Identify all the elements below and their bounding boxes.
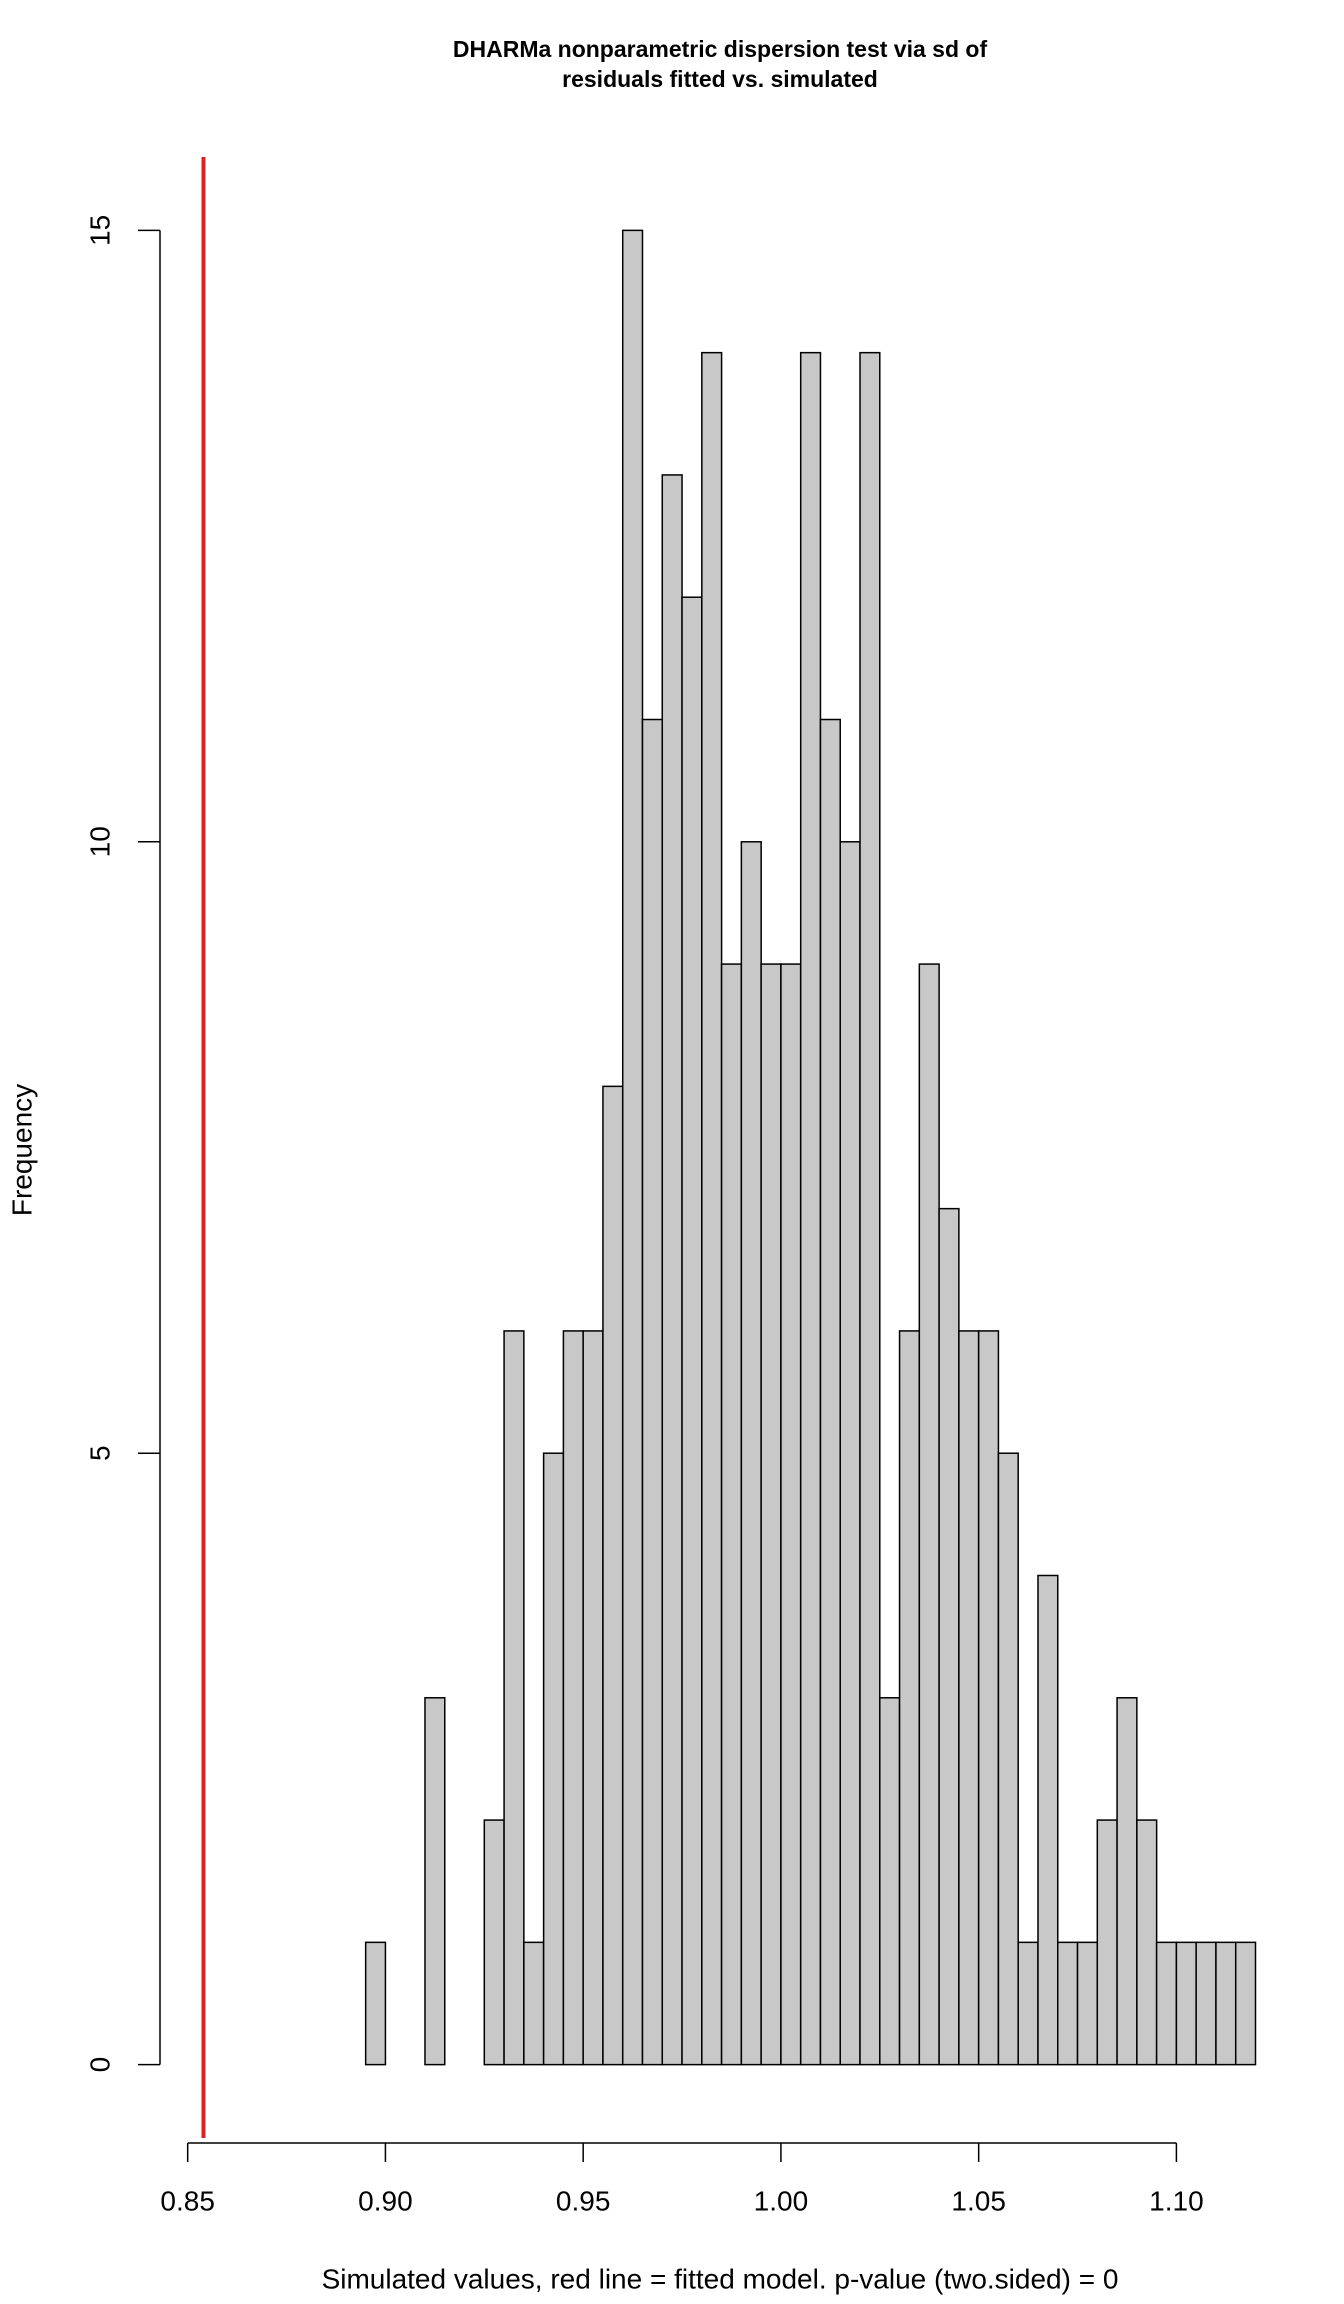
bar (760, 963, 782, 2066)
bar (582, 1330, 604, 2066)
bar (661, 474, 683, 2066)
bar (503, 1330, 525, 2066)
bar (1175, 1941, 1197, 2066)
x-axis-label: Simulated values, red line = fitted mode… (322, 2263, 1119, 2294)
x-tick-label: 1.10 (1149, 2185, 1204, 2216)
bar (859, 351, 881, 2066)
bar (523, 1941, 545, 2066)
bar (562, 1330, 584, 2066)
x-tick-label: 0.90 (358, 2185, 413, 2216)
x-tick-label: 1.00 (754, 2185, 809, 2216)
bar (1195, 1941, 1217, 2066)
chart-title: residuals fitted vs. simulated (562, 66, 878, 92)
bar (977, 1330, 1000, 2066)
bar (958, 1330, 980, 2066)
bar (720, 963, 743, 2066)
bar (641, 718, 664, 2066)
bar (621, 229, 644, 2066)
x-tick-label: 0.85 (160, 2185, 215, 2216)
bar (1076, 1941, 1099, 2066)
bar (681, 596, 703, 2066)
y-tick-label: 0 (84, 2057, 115, 2073)
bar (1234, 1941, 1257, 2066)
x-tick-label: 0.95 (556, 2185, 611, 2216)
bar (542, 1452, 565, 2066)
bar (424, 1697, 446, 2066)
bar (740, 841, 762, 2066)
bar (1037, 1574, 1059, 2066)
y-tick-label: 10 (84, 826, 115, 857)
bar (1017, 1941, 1039, 2066)
y-tick-label: 15 (84, 215, 115, 246)
bar (1155, 1941, 1178, 2066)
bar (938, 1207, 960, 2066)
bar (1116, 1697, 1138, 2066)
bar (364, 1941, 387, 2066)
bar (898, 1330, 921, 2066)
bar (918, 963, 940, 2066)
bar (799, 351, 822, 2066)
y-axis-label: Frequency (6, 1084, 37, 1216)
bar (1215, 1941, 1237, 2066)
chart-title: DHARMa nonparametric dispersion test via… (453, 36, 988, 62)
y-tick-label: 5 (84, 1445, 115, 1461)
bar (1057, 1941, 1079, 2066)
bar (1136, 1819, 1158, 2066)
bar (879, 1697, 901, 2066)
bar (819, 718, 841, 2066)
bar (997, 1452, 1019, 2066)
bar (483, 1819, 505, 2066)
bar (780, 963, 802, 2066)
bar (839, 841, 861, 2066)
bar (701, 351, 723, 2066)
x-tick-label: 1.05 (951, 2185, 1006, 2216)
bar (602, 1085, 624, 2066)
bar (1096, 1819, 1118, 2066)
